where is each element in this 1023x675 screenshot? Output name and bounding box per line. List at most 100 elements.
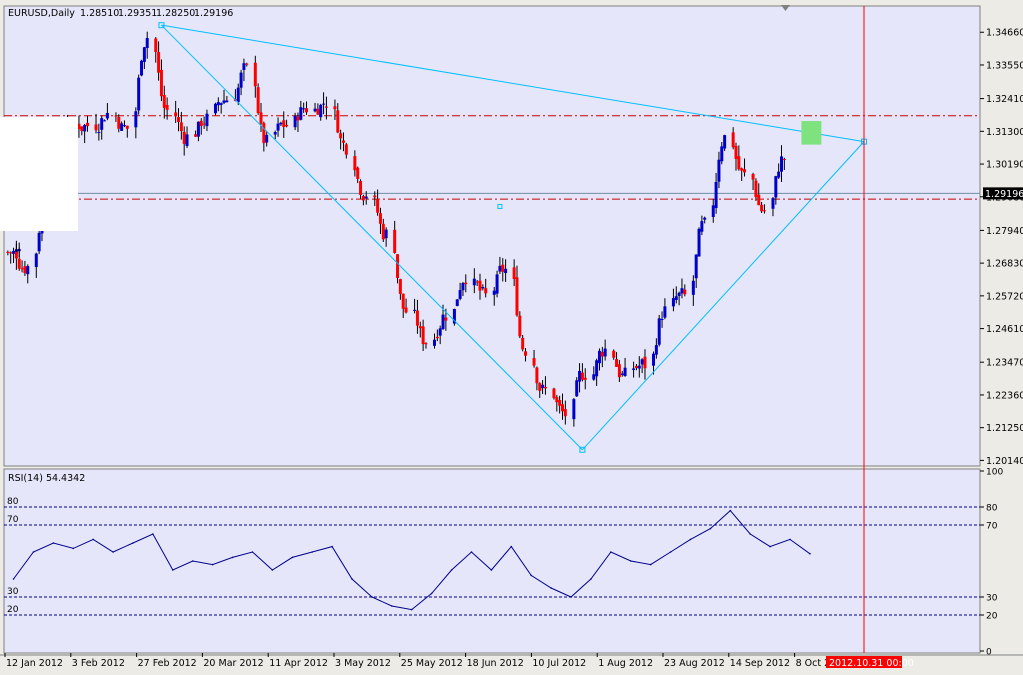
bear-candle [154,38,158,53]
ohlc-low: 1.28250 [156,8,195,19]
bear-candle [336,110,340,133]
bear-candle [600,351,604,357]
bear-candle [404,307,408,313]
chart-shift-marker[interactable] [781,5,790,11]
bull-candle [575,380,579,397]
bear-candle [743,169,747,173]
rsi-point [570,596,572,598]
trendlines[interactable] [158,22,867,453]
rsi-point [669,551,672,553]
bear-candle [361,195,365,201]
bull-candle [438,328,442,336]
bull-candle [455,299,459,306]
bear-candle [478,280,482,291]
bear-candle [435,336,439,339]
bull-candle [623,367,627,376]
bear-candle [339,133,343,139]
bear-candle [262,123,266,144]
rsi-point [450,569,453,571]
bear-candle [751,174,755,180]
rsi-point [172,569,174,571]
bull-candle [652,353,656,366]
bull-candle [595,360,599,377]
ohlc-open: 1.28510 [80,8,119,19]
bull-candle [691,280,695,295]
rsi-point [311,551,313,553]
price-tick-label: 1.27940 [986,226,1023,237]
bear-candle [418,326,422,329]
rsi-point [132,542,134,544]
price-tick-label: 1.33550 [986,60,1023,71]
bull-candle [26,266,30,275]
bear-candle [381,223,385,240]
bear-candle [518,315,522,337]
price-tick-label: 1.25720 [986,291,1023,302]
bear-candle [341,140,345,143]
bear-candle [305,108,309,113]
bear-candle [20,268,24,270]
bull-candle [196,121,200,137]
bull-candle [680,288,684,294]
bear-candle [501,264,505,272]
bull-candle [671,298,675,307]
bull-candle [265,134,269,143]
trendline-upper[interactable] [161,24,865,143]
bull-candle [34,253,38,268]
price-panel[interactable] [3,5,981,467]
bull-candle [654,345,658,355]
rsi-point [470,551,473,553]
bear-candle [378,213,382,224]
bull-candle [481,287,485,289]
trendline-left-leg[interactable] [161,24,583,451]
bull-candle [242,63,246,70]
bull-candle [504,268,508,274]
bear-candle [282,120,286,128]
trendline-right-leg[interactable] [582,141,865,451]
bull-candle [572,399,576,420]
last-price-tag [983,187,1023,200]
anchor-marker[interactable] [497,204,503,210]
trendline-anchor-handle[interactable] [158,22,165,29]
symbol-label: EURUSD,Daily [8,8,75,19]
bull-candle [225,100,229,103]
rsi-panel[interactable] [3,468,981,654]
rsi-point [530,574,533,577]
rsi-level-label: 80 [7,497,19,507]
bull-candle [120,123,124,131]
rsi-point [629,560,632,562]
bear-candle [23,266,27,274]
bear-candle [760,204,764,212]
time-tick-label: 25 May 2012 [401,658,463,669]
price-axis[interactable]: 1.346601.335501.324101.313001.301901.290… [980,28,1023,467]
rsi-label: RSI(14) 54.4342 [8,473,85,484]
price-tick-label: 1.32410 [986,94,1023,105]
bear-candle [475,281,479,283]
rsi-point [709,527,712,530]
bull-candle [12,251,16,254]
bull-candle [780,156,784,172]
time-axis: 12 Jan 2012 3 Feb 2012 27 Feb 2012 20 Mar 2… [0,653,1023,669]
bear-candle [256,87,260,114]
price-tick-label: 1.26830 [986,259,1023,270]
bear-candle [359,181,363,195]
bear-candle [174,112,178,117]
bear-candle [396,254,400,279]
bear-candle [464,282,468,285]
bear-candle [333,106,337,110]
info-overlay-box [0,117,78,231]
rsi-point [211,563,214,566]
time-tick-label: 11 Apr 2012 [269,658,328,669]
trendline-anchor-handle[interactable] [579,446,586,453]
bull-candle [364,196,368,199]
rsi-tick-label: 100 [986,468,1003,478]
bear-candle [202,123,206,125]
bear-candle [757,194,761,206]
bull-candle [452,308,456,324]
bear-candle [444,317,448,321]
bear-candle [182,131,186,144]
time-tick-label: 14 Sep 2012 [730,658,790,669]
bear-candle [373,195,377,198]
highlight-zone[interactable] [801,121,822,145]
bear-candle [356,167,360,179]
bear-candle [353,156,357,171]
